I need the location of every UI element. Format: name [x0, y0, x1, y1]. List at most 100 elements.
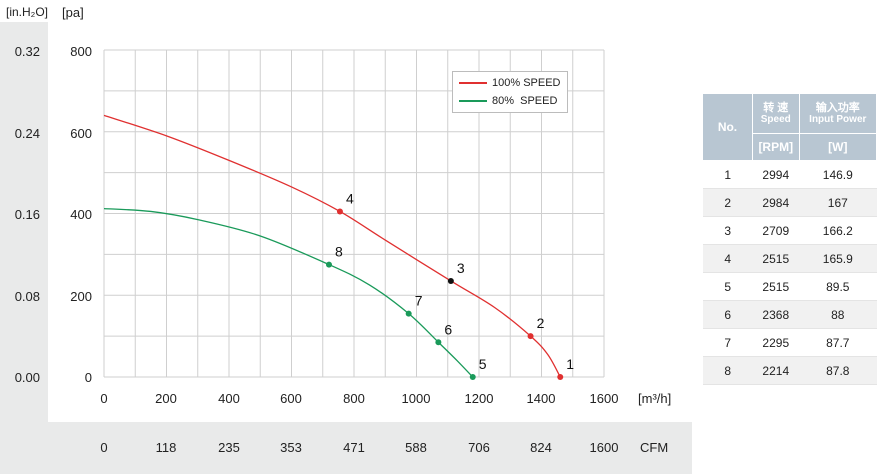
header-no: No. [703, 94, 753, 161]
x-tick-m3h: 0 [100, 391, 108, 406]
table-row: 1 2994 146.9 [703, 160, 877, 189]
y-unit-inh2o: [in.H₂O] [6, 5, 48, 19]
spec-table: No. 转 速 Speed 输入功率 Input Power [RPM] [W]… [703, 94, 878, 385]
x-tick-m3h: 800 [343, 391, 365, 406]
x-tick-m3h: 600 [280, 391, 302, 406]
grid [103, 49, 605, 378]
operating-point-label: 3 [457, 260, 465, 276]
x-unit-m3h: [m³/h] [638, 391, 672, 406]
y-tick-pa: 200 [70, 289, 92, 304]
y-tick-pa: 800 [70, 44, 92, 59]
header-speed-en: Speed [760, 113, 791, 125]
operating-point-label: 2 [537, 315, 545, 331]
operating-point-marker [447, 277, 454, 284]
table-cell-speed: 2515 [752, 244, 800, 273]
operating-point-marker [469, 374, 476, 380]
operating-point-marker [326, 261, 332, 268]
operating-point-label: 6 [444, 321, 452, 337]
table-row: 3 2709 166.2 [703, 216, 877, 245]
y-tick-inh2o: 0.00 [14, 370, 40, 385]
table-cell-no: 1 [703, 160, 753, 189]
legend-swatch-80 [459, 100, 487, 102]
y-axis-panel [0, 22, 48, 422]
unit-power: [W] [799, 133, 878, 162]
header-speed-cn: 转 速 [763, 101, 789, 114]
table-cell-power: 87.7 [799, 328, 877, 357]
table-cell-speed: 2515 [752, 272, 800, 301]
cfm-axis-panel [0, 422, 692, 474]
table-cell-power: 166.2 [799, 216, 877, 245]
table-row: 4 2515 165.9 [703, 244, 877, 273]
table-cell-power: 165.9 [799, 244, 877, 273]
x-tick-m3h: 200 [155, 391, 177, 406]
operating-point-marker [435, 339, 442, 346]
table-cell-speed: 2295 [752, 328, 800, 357]
operating-point-marker [336, 208, 343, 215]
table-cell-speed: 2984 [752, 188, 800, 217]
operating-point-marker [557, 374, 564, 380]
table-cell-power: 146.9 [799, 160, 877, 189]
table-cell-speed: 2709 [752, 216, 800, 245]
table-cell-power: 167 [799, 188, 877, 217]
legend-label-100: 100% SPEED [492, 77, 561, 89]
operating-point-label: 5 [479, 356, 487, 372]
table-row: 5 2515 89.5 [703, 272, 877, 301]
x-tick-cfm: 824 [530, 440, 552, 455]
x-tick-m3h: 1200 [464, 391, 494, 406]
x-tick-cfm: 118 [155, 440, 177, 455]
header-speed: 转 速 Speed [752, 94, 800, 134]
operating-point-label: 7 [415, 293, 423, 309]
operating-point-label: 1 [566, 356, 574, 372]
table-row: 7 2295 87.7 [703, 328, 877, 357]
operating-point-marker [405, 310, 412, 317]
operating-point-label: 8 [335, 244, 343, 260]
x-tick-m3h: 1000 [401, 391, 431, 406]
x-tick-cfm: 706 [468, 440, 490, 455]
table-cell-no: 7 [703, 328, 753, 357]
unit-speed: [RPM] [752, 133, 800, 162]
legend-item-100: 100% SPEED [459, 76, 560, 90]
curves [103, 114, 561, 378]
x-tick-cfm: 1600 [589, 440, 619, 455]
x-tick-cfm: 235 [218, 440, 240, 455]
y-tick-pa: 0 [84, 370, 92, 385]
x-tick-cfm: 588 [405, 440, 427, 455]
legend-label-80: 80% SPEED [492, 95, 558, 107]
table-cell-speed: 2994 [752, 160, 800, 189]
y-tick-inh2o: 0.16 [14, 207, 40, 222]
header-power-en: Input Power [809, 113, 867, 125]
table-cell-speed: 2368 [752, 300, 800, 329]
table-row: 8 2214 87.8 [703, 356, 877, 385]
table-cell-no: 3 [703, 216, 753, 245]
y-tick-inh2o: 0.24 [14, 126, 40, 141]
y-tick-inh2o: 0.32 [14, 44, 40, 59]
table-cell-no: 8 [703, 356, 753, 385]
legend: 100% SPEED 80% SPEED [452, 71, 568, 113]
table-cell-no: 6 [703, 300, 753, 329]
y-tick-inh2o: 0.08 [14, 289, 40, 304]
table-row: 6 2368 88 [703, 300, 877, 329]
legend-item-80: 80% SPEED [459, 94, 557, 108]
table-cell-no: 2 [703, 188, 753, 217]
x-unit-cfm: CFM [640, 440, 669, 455]
series-line-100-speed [103, 114, 561, 378]
x-tick-m3h: 1400 [526, 391, 556, 406]
operating-points: 1 2 3 4 5 6 7 8 [326, 190, 574, 380]
series-line-80-speed [103, 207, 474, 378]
spec-table-body: 1 2994 146.9 2 2984 167 3 2709 166.2 4 2515 165.9 5 2… [703, 160, 877, 385]
x-tick-cfm: 353 [280, 440, 302, 455]
table-cell-power: 88 [799, 300, 877, 329]
table-cell-power: 89.5 [799, 272, 877, 301]
operating-point-label: 4 [346, 190, 354, 206]
y-tick-pa: 600 [70, 126, 92, 141]
x-tick-m3h: 1600 [589, 391, 619, 406]
table-cell-no: 4 [703, 244, 753, 273]
table-cell-no: 5 [703, 272, 753, 301]
table-cell-speed: 2214 [752, 356, 800, 385]
x-tick-m3h: 400 [218, 391, 240, 406]
x-tick-cfm: 471 [343, 440, 365, 455]
x-tick-cfm: 0 [100, 440, 108, 455]
table-cell-power: 87.8 [799, 356, 877, 385]
legend-swatch-100 [459, 82, 487, 84]
